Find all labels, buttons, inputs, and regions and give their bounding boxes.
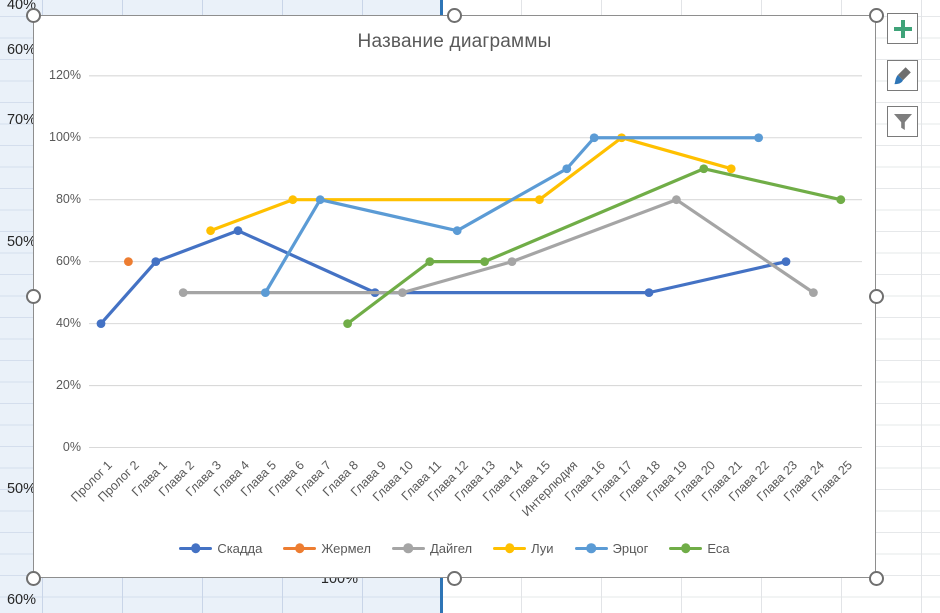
legend-marker-ertsog bbox=[574, 543, 608, 554]
series-esa-point[interactable] bbox=[836, 195, 846, 205]
series-zhermel[interactable] bbox=[124, 257, 133, 267]
series-esa-point[interactable] bbox=[699, 164, 709, 174]
legend-label: Скадда bbox=[217, 541, 263, 556]
legend-label: Эрцог bbox=[612, 541, 649, 556]
series-ertsog-point[interactable] bbox=[589, 133, 599, 143]
brush-icon bbox=[892, 64, 914, 86]
legend-label: Луи bbox=[531, 541, 554, 556]
legend-marker-dot bbox=[504, 543, 515, 554]
selection-handle-bottom-left[interactable] bbox=[25, 570, 41, 586]
chart-area[interactable]: Название диаграммы 0% 20% 40% 60% 80% 100% 120… bbox=[33, 15, 876, 578]
cell-value: 70% bbox=[6, 112, 36, 128]
legend-item-lui[interactable]: Луи bbox=[493, 541, 554, 556]
plot-area[interactable] bbox=[34, 16, 877, 579]
series-lui[interactable] bbox=[206, 133, 736, 236]
selection-handle-bottom-center[interactable] bbox=[447, 570, 462, 586]
series-skadda[interactable] bbox=[96, 226, 791, 328]
series-ertsog-point[interactable] bbox=[452, 226, 462, 236]
series-ertsog[interactable] bbox=[261, 133, 763, 298]
legend-item-ertsog[interactable]: Эрцог bbox=[574, 541, 649, 556]
chart-title[interactable]: Название диаграммы bbox=[357, 31, 552, 52]
series-esa-point[interactable] bbox=[480, 257, 489, 267]
legend-marker-daygel bbox=[391, 543, 425, 554]
selection-handle-bottom-right[interactable] bbox=[868, 570, 884, 586]
series-lui-point[interactable] bbox=[726, 164, 736, 174]
series-skadda-point[interactable] bbox=[644, 288, 654, 298]
legend-marker-skadda bbox=[179, 543, 213, 554]
selection-handle-top-right[interactable] bbox=[868, 7, 884, 23]
chart-legend: Скадда Жермел Дайгел Луи Эрцог Еса bbox=[34, 541, 875, 556]
series-skadda-point[interactable] bbox=[96, 319, 106, 328]
legend-item-zhermel[interactable]: Жермел bbox=[283, 541, 371, 556]
series-ertsog-point[interactable] bbox=[754, 133, 763, 143]
series-skadda-point[interactable] bbox=[233, 226, 243, 236]
y-axis-tick-label: 40% bbox=[55, 316, 81, 331]
chart-elements-button[interactable] bbox=[887, 13, 918, 44]
y-axis-tick-label: 0% bbox=[62, 440, 81, 454]
series-daygel-point[interactable] bbox=[809, 288, 818, 298]
y-axis-tick-label: 60% bbox=[55, 254, 81, 269]
y-axis-tick-label: 80% bbox=[55, 192, 81, 207]
funnel-icon bbox=[893, 113, 913, 131]
chart-styles-button[interactable] bbox=[887, 59, 918, 91]
series-daygel[interactable] bbox=[178, 195, 818, 298]
cell-value: 50% bbox=[6, 234, 36, 250]
legend-marker-dot bbox=[403, 543, 414, 554]
series-daygel-point[interactable] bbox=[672, 195, 681, 205]
series-lui-point[interactable] bbox=[206, 226, 216, 236]
y-axis-tick-label: 100% bbox=[49, 130, 81, 145]
selection-handle-middle-left[interactable] bbox=[25, 289, 41, 304]
series-zhermel-point[interactable] bbox=[124, 257, 133, 267]
selection-handle-top-left[interactable] bbox=[25, 7, 41, 23]
legend-marker-dot bbox=[586, 543, 596, 554]
legend-label: Дайгел bbox=[429, 541, 473, 556]
series-ertsog-point[interactable] bbox=[562, 164, 572, 174]
y-axis-tick-label: 120% bbox=[49, 68, 81, 83]
cell-value: 60% bbox=[6, 42, 36, 58]
legend-item-daygel[interactable]: Дайгел bbox=[391, 541, 473, 556]
series-skadda-point[interactable] bbox=[781, 257, 791, 267]
series-ertsog-point[interactable] bbox=[261, 288, 270, 298]
legend-marker-lui bbox=[493, 543, 527, 554]
series-esa-point[interactable] bbox=[343, 319, 352, 328]
cell-value: 60% bbox=[6, 592, 36, 608]
cell-value: 50% bbox=[6, 481, 36, 497]
series-ertsog-point[interactable] bbox=[315, 195, 325, 205]
legend-item-esa[interactable]: Еса bbox=[669, 541, 730, 556]
legend-marker-dot bbox=[295, 543, 305, 554]
selection-handle-middle-right[interactable] bbox=[868, 289, 884, 304]
series-lui-point[interactable] bbox=[288, 195, 298, 205]
legend-marker-esa bbox=[669, 543, 703, 554]
series-skadda-point[interactable] bbox=[151, 257, 161, 267]
series-lui-point[interactable] bbox=[535, 195, 544, 205]
series-daygel-point[interactable] bbox=[398, 288, 407, 298]
plus-icon bbox=[893, 19, 912, 38]
series-daygel-point[interactable] bbox=[507, 257, 517, 267]
legend-marker-dot bbox=[681, 543, 691, 554]
legend-label: Еса bbox=[707, 541, 730, 556]
series-esa-point[interactable] bbox=[425, 257, 435, 267]
legend-marker-zhermel bbox=[283, 543, 317, 554]
series-esa[interactable] bbox=[343, 164, 846, 328]
legend-marker-dot bbox=[191, 543, 201, 554]
selection-handle-top-center[interactable] bbox=[447, 7, 462, 23]
y-axis-tick-label: 20% bbox=[55, 378, 81, 393]
series-daygel-point[interactable] bbox=[178, 288, 188, 298]
chart-filters-button[interactable] bbox=[887, 106, 918, 137]
legend-item-skadda[interactable]: Скадда bbox=[179, 541, 262, 556]
legend-label: Жермел bbox=[321, 541, 371, 556]
